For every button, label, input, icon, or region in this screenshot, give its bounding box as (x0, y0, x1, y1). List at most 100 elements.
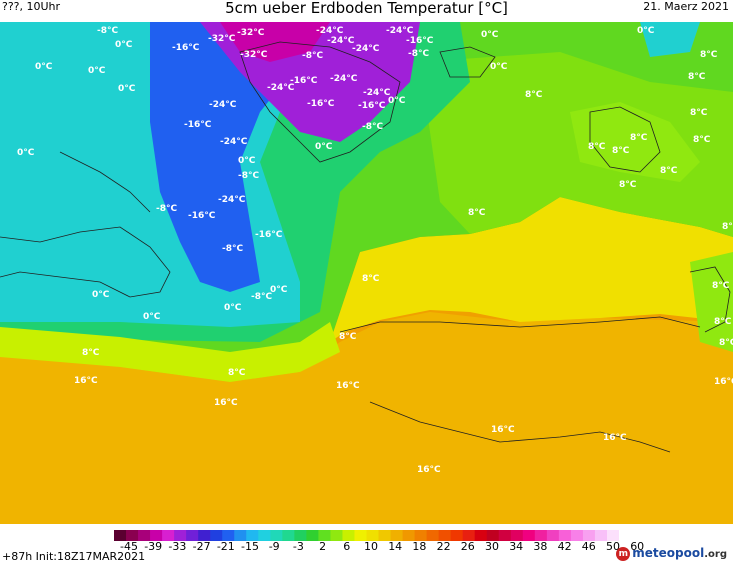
colorbar-tick: -3 (292, 540, 304, 553)
colorbar-tick: 18 (412, 540, 427, 553)
colorbar-cell (390, 530, 404, 541)
isotherm-label: 0°C (270, 285, 288, 295)
colorbar-tick: -39 (144, 540, 163, 553)
isotherm-label: 8°C (690, 108, 708, 118)
isotherm-label: 16°C (214, 398, 238, 408)
isotherm-label: -24°C (218, 195, 246, 205)
colorbar-cell (258, 530, 271, 541)
colorbar-tick: -33 (168, 540, 187, 553)
colorbar-cell (534, 530, 548, 541)
colorbar-cell (510, 530, 524, 541)
colorbar-tick: 22 (436, 540, 451, 553)
isotherm-label: 0°C (238, 156, 256, 166)
logo-icon: m (616, 546, 631, 561)
isotherm-label: 8°C (712, 281, 730, 291)
isotherm-label: -8°C (238, 171, 259, 181)
isotherm-label: 0°C (88, 66, 106, 76)
colorbar-tick: 26 (460, 540, 475, 553)
chart-header: ???, 10Uhr 5cm ueber Erdboden Temperatur… (0, 0, 733, 22)
isotherm-label: 0°C (388, 96, 406, 106)
logo-tld: .org (704, 549, 727, 560)
valid-date: 21. Maerz 2021 (643, 0, 729, 13)
colorbar-tick: 6 (343, 540, 351, 553)
colorbar-cell (366, 530, 380, 541)
isotherm-label: 8°C (714, 317, 732, 327)
isotherm-label: -16°C (172, 43, 200, 53)
isotherm-label: 8°C (700, 50, 718, 60)
isotherm-label: 8°C (619, 180, 637, 190)
colorbar-cell (414, 530, 428, 541)
colorbar-cell (378, 530, 392, 541)
colorbar-tick: 46 (581, 540, 596, 553)
isotherm-label: -8°C (251, 292, 272, 302)
colorbar-tick: -45 (120, 540, 138, 553)
colorbar-tick: -15 (241, 540, 259, 553)
colorbar-cell (234, 530, 247, 541)
isotherm-label: 8°C (362, 274, 380, 284)
isotherm-label: -8°C (156, 204, 177, 214)
isotherm-label: 0°C (637, 26, 655, 36)
colorbar-cell (306, 530, 319, 541)
colorbar-tick: 14 (388, 540, 403, 553)
isotherm-label: -16°C (307, 99, 335, 109)
isotherm-label: 16°C (74, 376, 98, 386)
colorbar-cell (126, 530, 139, 541)
colorbar-cell (294, 530, 307, 541)
colorbar-tick: 30 (485, 540, 499, 553)
isotherm-label: -24°C (316, 26, 344, 36)
colorbar-tick: 38 (533, 540, 548, 553)
colorbar-tick: -21 (216, 540, 235, 553)
colorbar-cell (546, 530, 560, 541)
isotherm-label: 0°C (224, 303, 242, 313)
temperature-map: -8°C 0°C -16°C -32°C -32°C -32°C -24°C -24°C -24… (0, 22, 733, 524)
isotherm-label: 8°C (688, 72, 706, 82)
isotherm-label: 8°C (339, 332, 357, 342)
isotherm-label: -32°C (240, 50, 268, 60)
isotherm-label: -24°C (386, 26, 414, 36)
legend-footer: -45 -39 -33 -27 -21 -15 -9 -3 2 6 10 14 18 22 26 30 34 38… (0, 524, 733, 566)
colorbar-tick: 2 (319, 540, 327, 553)
isotherm-label: 0°C (92, 290, 110, 300)
isotherm-label: 0°C (115, 40, 133, 50)
map-title: 5cm ueber Erdboden Temperatur [°C] (225, 0, 508, 17)
colorbar-cell (150, 530, 163, 541)
isotherm-label: 8°C (612, 146, 630, 156)
colorbar-tick: 10 (364, 540, 378, 553)
isotherm-label: -8°C (362, 122, 383, 132)
isotherm-label: -24°C (267, 83, 295, 93)
isotherm-label: 8°C (228, 368, 246, 378)
isotherm-label: 8°C (630, 133, 648, 143)
colorbar-ticks: -45 -39 -33 -27 -21 -15 -9 -3 2 6 10 14 18 22 26 30 34 38… (104, 540, 644, 554)
isotherm-label: 8°C (588, 142, 606, 152)
isotherm-label: -24°C (209, 100, 237, 110)
colorbar-cell (522, 530, 536, 541)
colorbar-tick: -9 (268, 540, 280, 553)
isotherm-label: -16°C (184, 120, 212, 130)
isotherm-label: -24°C (352, 44, 380, 54)
isotherm-label: 0°C (481, 30, 499, 40)
colorbar-cell (198, 530, 211, 541)
colorbar-cell (114, 530, 127, 541)
isotherm-label: 8°C (660, 166, 678, 176)
colorbar-cell (270, 530, 283, 541)
isotherm-label: -8°C (222, 244, 243, 254)
colorbar-cell (162, 530, 175, 541)
isotherm-label: 16°C (603, 433, 627, 443)
isotherm-label: 8°C (82, 348, 100, 358)
isotherm-label: -8°C (408, 49, 429, 59)
colorbar-cell (174, 530, 187, 541)
colorbar-cell (402, 530, 416, 541)
isotherm-label: 8°C (722, 222, 733, 232)
isotherm-labels: -8°C0°C -16°C-32°C-32°C-32°C-24°C-24°C-24… (17, 26, 733, 475)
isotherm-label: -16°C (255, 230, 283, 240)
meteopool-logo[interactable]: m meteopool.org (616, 546, 727, 561)
isotherm-label: 0°C (35, 62, 53, 72)
colorbar-cell (570, 530, 584, 541)
colorbar-cell (186, 530, 199, 541)
isotherm-label: 16°C (491, 425, 515, 435)
isotherm-label: -32°C (237, 28, 265, 38)
isotherm-label: -16°C (290, 76, 318, 86)
colorbar-cell (354, 530, 367, 541)
colorbar-cell (330, 530, 343, 541)
isotherm-label: 0°C (490, 62, 508, 72)
